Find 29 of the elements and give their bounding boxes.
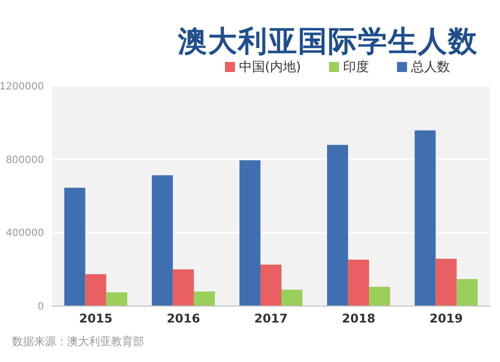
bar (152, 175, 173, 306)
bar (106, 292, 128, 306)
x-tick-label: 2017 (254, 312, 288, 326)
bar (239, 160, 260, 306)
bar (327, 144, 348, 306)
bar (348, 260, 370, 306)
bar (281, 290, 302, 306)
bar (456, 279, 478, 306)
x-tick-label: 2015 (79, 312, 113, 326)
bar (85, 274, 106, 306)
bar (260, 264, 282, 306)
x-tick-label: 2018 (342, 312, 376, 326)
chart-title: 澳大利亚国际学生人数 (178, 24, 478, 58)
source-note: 数据来源：澳大利亚教育部 (12, 334, 144, 349)
bar (436, 258, 457, 306)
legend-label: 中国(内地) (238, 60, 301, 75)
bar (172, 269, 194, 306)
legend-label: 总人数 (411, 60, 450, 75)
y-tick-label: 1200000 (0, 82, 44, 93)
y-tick-label: 800000 (6, 154, 44, 166)
y-tick-label: 0 (38, 302, 44, 313)
x-tick-label: 2016 (166, 312, 200, 326)
y-tick-label: 400000 (6, 228, 44, 240)
bar (414, 130, 436, 306)
x-tick-label: 2019 (429, 312, 463, 326)
bar (194, 292, 215, 306)
bar (369, 286, 390, 306)
bar (64, 188, 86, 306)
legend-label: 印度 (343, 60, 369, 75)
